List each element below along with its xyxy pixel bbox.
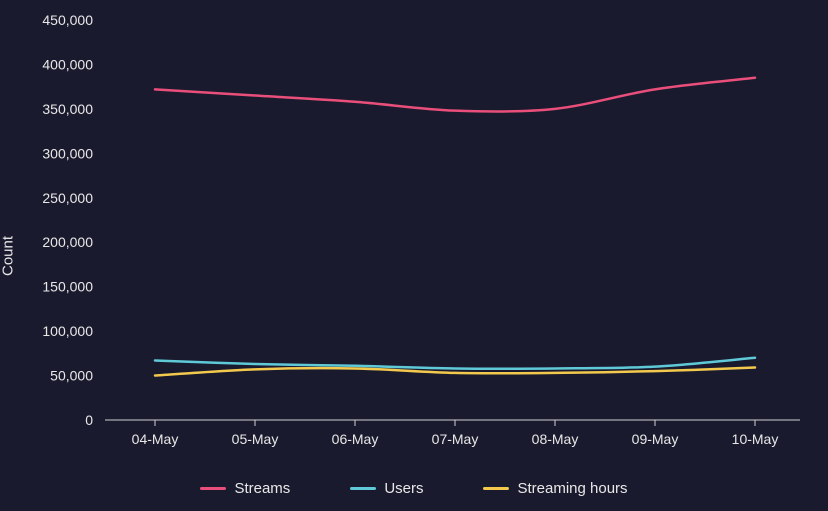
x-tick-label: 08-May <box>532 431 579 447</box>
legend-item-streams: Streams <box>200 480 290 497</box>
y-tick-label: 300,000 <box>42 145 93 161</box>
y-tick-label: 350,000 <box>42 101 93 117</box>
x-tick-label: 10-May <box>732 431 779 447</box>
legend-label: Users <box>384 480 423 497</box>
y-tick-label: 0 <box>85 412 93 428</box>
y-tick-label: 100,000 <box>42 323 93 339</box>
y-axis-title: Count <box>0 235 17 275</box>
y-tick-label: 50,000 <box>50 368 93 384</box>
series-line-streams <box>155 78 755 112</box>
legend-swatch <box>483 487 509 490</box>
legend-item-users: Users <box>350 480 423 497</box>
legend-item-streaming-hours: Streaming hours <box>483 480 627 497</box>
y-tick-label: 200,000 <box>42 234 93 250</box>
x-tick-label: 06-May <box>332 431 379 447</box>
y-tick-label: 400,000 <box>42 56 93 72</box>
y-tick-label: 450,000 <box>42 12 93 28</box>
x-tick-label: 05-May <box>232 431 279 447</box>
chart-legend: Streams Users Streaming hours <box>0 480 828 497</box>
x-tick-label: 04-May <box>132 431 179 447</box>
y-tick-label: 250,000 <box>42 190 93 206</box>
legend-swatch <box>200 487 226 490</box>
x-tick-label: 07-May <box>432 431 479 447</box>
x-tick-label: 09-May <box>632 431 679 447</box>
y-tick-label: 150,000 <box>42 279 93 295</box>
legend-swatch <box>350 487 376 490</box>
chart-svg: 0 50,000 100,000 150,000 200,000 250,000 300,0… <box>0 0 828 511</box>
series-line-users <box>155 358 755 369</box>
legend-label: Streaming hours <box>517 480 627 497</box>
line-chart: Count 0 50,000 100,000 150,000 200,000 250,00… <box>0 0 828 511</box>
legend-label: Streams <box>234 480 290 497</box>
